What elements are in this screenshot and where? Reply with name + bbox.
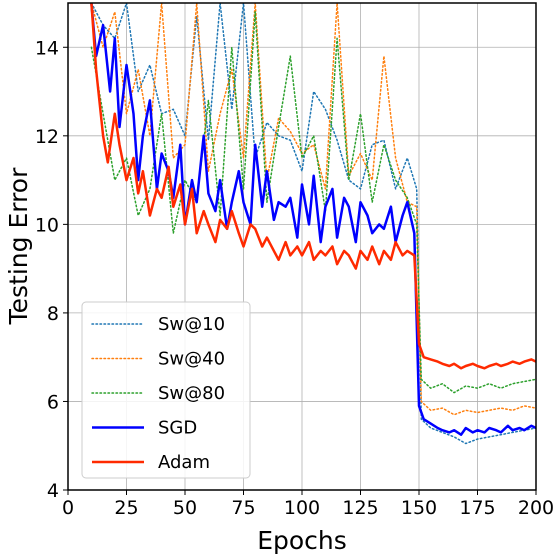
legend-label: Sw@40: [158, 349, 225, 370]
legend: Sw@10 Sw@40 Sw@80 SGD Adam: [81, 301, 251, 479]
x-tick-label: 75: [231, 497, 255, 519]
x-tick-label: 0: [62, 497, 74, 519]
y-tick-label: 12: [35, 126, 59, 148]
y-tick-label: 10: [35, 214, 59, 236]
series-line-adam: [90, 3, 536, 370]
legend-label: Adam: [158, 452, 210, 473]
legend-label: SGD: [158, 418, 197, 439]
x-tick-label: 25: [114, 497, 138, 519]
x-tick-label: 175: [459, 497, 495, 519]
x-axis: 0 25 50 75 100 125 150 175 200: [62, 490, 554, 519]
y-tick-label: 6: [47, 391, 59, 413]
x-tick-label: 150: [401, 497, 437, 519]
y-axis-title: Testing Error: [4, 167, 33, 325]
legend-label: Sw@10: [158, 314, 225, 335]
x-tick-label: 100: [284, 497, 320, 519]
x-axis-title: Epochs: [257, 526, 347, 555]
y-tick-label: 14: [35, 37, 59, 59]
y-tick-label: 8: [47, 303, 59, 325]
legend-box: [81, 301, 251, 479]
x-tick-label: 125: [342, 497, 378, 519]
series-line-sgd: [90, 3, 536, 436]
series-line-sw-40: [90, 3, 536, 416]
y-axis: 4 6 8 10 12 14: [35, 37, 68, 502]
y-tick-label: 4: [47, 480, 59, 502]
legend-label: Sw@80: [158, 383, 225, 404]
series-layer: [90, 3, 536, 445]
series-line-sw-10: [90, 3, 536, 445]
x-tick-label: 200: [518, 497, 554, 519]
x-tick-label: 50: [173, 497, 197, 519]
